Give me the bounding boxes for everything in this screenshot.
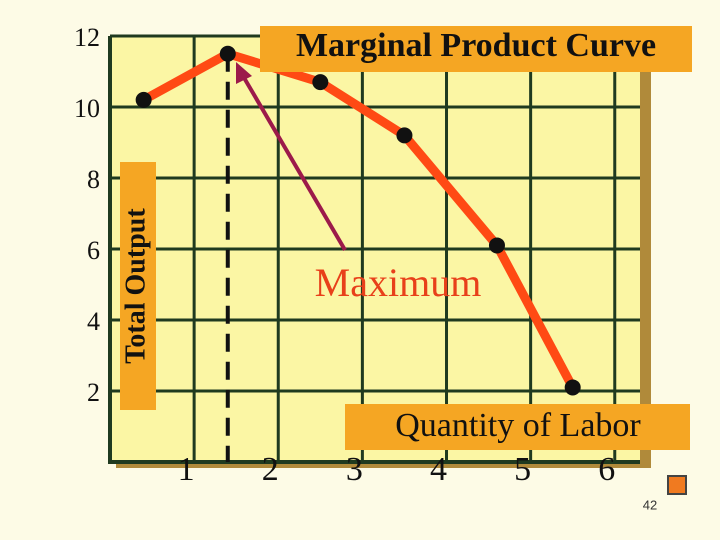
x-tick-label: 4 bbox=[430, 451, 447, 488]
x-tick-label: 3 bbox=[346, 451, 363, 488]
y-label-box bbox=[120, 162, 156, 410]
annotation: Maximum bbox=[315, 260, 482, 305]
curve bbox=[141, 49, 577, 390]
point bbox=[396, 127, 413, 144]
point bbox=[312, 74, 329, 91]
x-label-box bbox=[345, 404, 690, 450]
slide-number: 42 bbox=[643, 497, 657, 512]
point bbox=[488, 237, 505, 254]
decoration bbox=[667, 475, 687, 495]
x-tick-label: 6 bbox=[598, 451, 615, 488]
arrow-head bbox=[236, 62, 252, 84]
title-box bbox=[260, 26, 692, 72]
x-axis-label: Quantity of Labor bbox=[395, 407, 641, 444]
y-tick-label: 4 bbox=[87, 307, 100, 336]
chart-title: Marginal Product Curve bbox=[296, 27, 656, 64]
y-tick-label: 10 bbox=[74, 94, 100, 123]
y-tick-label: 6 bbox=[87, 236, 100, 265]
y-tick-label: 12 bbox=[74, 23, 100, 52]
y-axis-label: Total Output bbox=[120, 208, 151, 364]
point bbox=[219, 45, 236, 62]
y-tick-label: 2 bbox=[87, 378, 100, 407]
point bbox=[135, 91, 152, 108]
x-tick-label: 2 bbox=[262, 451, 279, 488]
x-tick-label: 1 bbox=[178, 451, 195, 488]
point bbox=[564, 379, 581, 396]
y-tick-label: 8 bbox=[87, 165, 100, 194]
annotation-arrow bbox=[241, 74, 347, 252]
x-tick-label: 5 bbox=[514, 451, 531, 488]
